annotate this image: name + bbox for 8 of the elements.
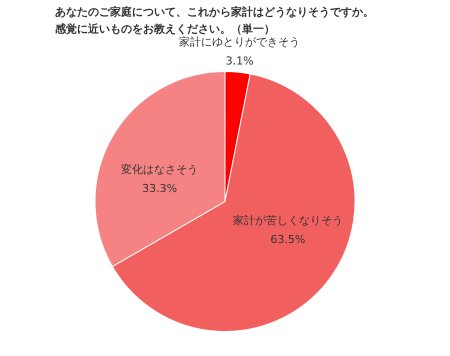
chart-subtitle: 感覚に近いものをお教えください。（単一） [54,22,275,36]
chart-title: あなたのご家庭について、これから家計はどうなりそうですか。 [55,6,374,19]
slice-label: 変化はなさそう [121,163,198,176]
slice-label: 家計が苦しくなりそう [232,214,343,228]
data-label: 63.5% [270,233,306,246]
data-label: 33.3% [142,182,178,196]
slice-label: 家計にゆとりができそう [179,36,300,49]
data-label: 3.1% [226,54,254,68]
